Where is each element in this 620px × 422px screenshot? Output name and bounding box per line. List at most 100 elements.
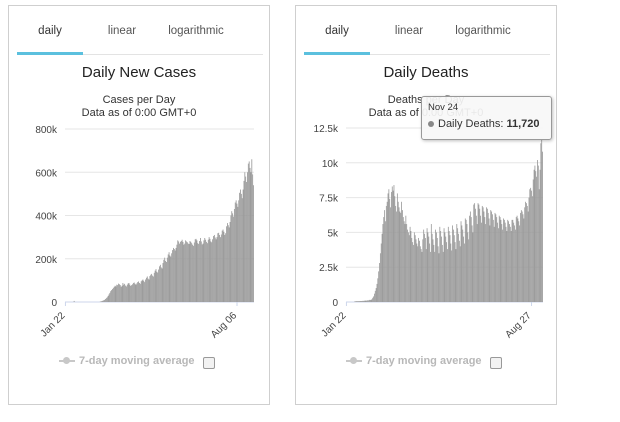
bar[interactable] bbox=[534, 165, 536, 302]
bar[interactable] bbox=[166, 257, 168, 302]
bar[interactable] bbox=[435, 229, 436, 302]
bar[interactable] bbox=[174, 250, 176, 302]
bar[interactable] bbox=[437, 246, 439, 302]
bar[interactable] bbox=[532, 179, 534, 303]
bar[interactable] bbox=[421, 251, 423, 302]
bar[interactable] bbox=[127, 283, 129, 302]
bar[interactable] bbox=[206, 243, 208, 302]
bar[interactable] bbox=[129, 284, 131, 302]
bar[interactable] bbox=[159, 264, 161, 302]
bar[interactable] bbox=[139, 282, 140, 302]
bar[interactable] bbox=[221, 230, 223, 302]
bar[interactable] bbox=[441, 244, 443, 302]
bar[interactable] bbox=[211, 242, 213, 302]
bar[interactable] bbox=[223, 231, 225, 302]
bar[interactable] bbox=[436, 232, 437, 302]
bar[interactable] bbox=[228, 227, 230, 302]
bar[interactable] bbox=[470, 217, 472, 302]
bar[interactable] bbox=[178, 241, 180, 302]
bar[interactable] bbox=[218, 232, 220, 302]
bar[interactable] bbox=[424, 237, 426, 302]
bar[interactable] bbox=[365, 300, 367, 302]
bar[interactable] bbox=[108, 294, 110, 302]
bar[interactable] bbox=[371, 299, 373, 302]
bar[interactable] bbox=[450, 243, 452, 302]
bar[interactable] bbox=[158, 269, 160, 302]
bar[interactable] bbox=[446, 242, 448, 302]
bar[interactable] bbox=[240, 189, 241, 302]
bar[interactable] bbox=[125, 285, 126, 302]
bar[interactable] bbox=[530, 187, 532, 302]
bar[interactable] bbox=[360, 301, 362, 302]
bar[interactable] bbox=[217, 233, 219, 302]
bar[interactable] bbox=[368, 299, 370, 302]
bar[interactable] bbox=[458, 240, 460, 302]
bar[interactable] bbox=[103, 300, 105, 302]
bar[interactable] bbox=[357, 301, 359, 302]
bar[interactable] bbox=[425, 249, 427, 302]
bar[interactable] bbox=[393, 185, 395, 302]
bar[interactable] bbox=[419, 246, 421, 302]
bar[interactable] bbox=[192, 244, 193, 302]
bar[interactable] bbox=[432, 239, 434, 302]
bar[interactable] bbox=[518, 221, 520, 302]
bar[interactable] bbox=[366, 300, 368, 302]
tab-linear[interactable]: linear bbox=[107, 25, 137, 37]
bar[interactable] bbox=[379, 253, 381, 302]
bar[interactable] bbox=[436, 237, 438, 302]
bar[interactable] bbox=[531, 196, 533, 302]
bar[interactable] bbox=[476, 224, 478, 302]
bar[interactable] bbox=[123, 284, 125, 302]
bar[interactable] bbox=[492, 214, 493, 302]
bar[interactable] bbox=[200, 241, 202, 302]
bar[interactable] bbox=[248, 161, 250, 302]
bar[interactable] bbox=[372, 297, 374, 302]
bar[interactable] bbox=[153, 272, 155, 302]
bar[interactable] bbox=[362, 300, 364, 302]
bar[interactable] bbox=[215, 239, 217, 302]
bar[interactable] bbox=[439, 226, 441, 302]
bar[interactable] bbox=[514, 229, 516, 302]
bar[interactable] bbox=[241, 198, 243, 302]
bar[interactable] bbox=[397, 201, 399, 302]
bar[interactable] bbox=[507, 219, 509, 302]
bar[interactable] bbox=[412, 242, 414, 302]
bar[interactable] bbox=[156, 271, 158, 302]
bar[interactable] bbox=[159, 266, 160, 302]
bar[interactable] bbox=[236, 203, 238, 302]
bar[interactable] bbox=[464, 218, 466, 302]
bar[interactable] bbox=[531, 190, 532, 302]
bar[interactable] bbox=[426, 228, 428, 302]
bar[interactable] bbox=[481, 222, 482, 302]
bar[interactable] bbox=[509, 224, 510, 302]
bar[interactable] bbox=[368, 300, 369, 302]
bar[interactable] bbox=[526, 205, 528, 302]
bar[interactable] bbox=[376, 283, 378, 302]
bar[interactable] bbox=[453, 235, 455, 302]
bar[interactable] bbox=[517, 218, 519, 302]
bar[interactable] bbox=[243, 180, 245, 302]
bar[interactable] bbox=[481, 205, 483, 302]
bar[interactable] bbox=[367, 300, 369, 302]
bar[interactable] bbox=[541, 138, 543, 302]
bar[interactable] bbox=[112, 289, 113, 302]
bar[interactable] bbox=[391, 192, 392, 302]
bar[interactable] bbox=[478, 204, 480, 302]
bar[interactable] bbox=[180, 241, 182, 302]
bar[interactable] bbox=[222, 229, 224, 302]
bar[interactable] bbox=[416, 243, 418, 302]
bar[interactable] bbox=[182, 241, 184, 302]
bar[interactable] bbox=[516, 215, 518, 302]
bar[interactable] bbox=[169, 255, 171, 302]
bar[interactable] bbox=[219, 234, 220, 302]
bar[interactable] bbox=[506, 231, 508, 302]
bar[interactable] bbox=[493, 226, 495, 302]
bar[interactable] bbox=[515, 217, 517, 302]
bar[interactable] bbox=[456, 224, 458, 302]
bar[interactable] bbox=[434, 251, 436, 302]
bar[interactable] bbox=[183, 244, 185, 302]
bar[interactable] bbox=[252, 174, 254, 302]
bar[interactable] bbox=[539, 169, 541, 302]
bar[interactable] bbox=[191, 243, 193, 302]
bar[interactable] bbox=[454, 242, 456, 302]
